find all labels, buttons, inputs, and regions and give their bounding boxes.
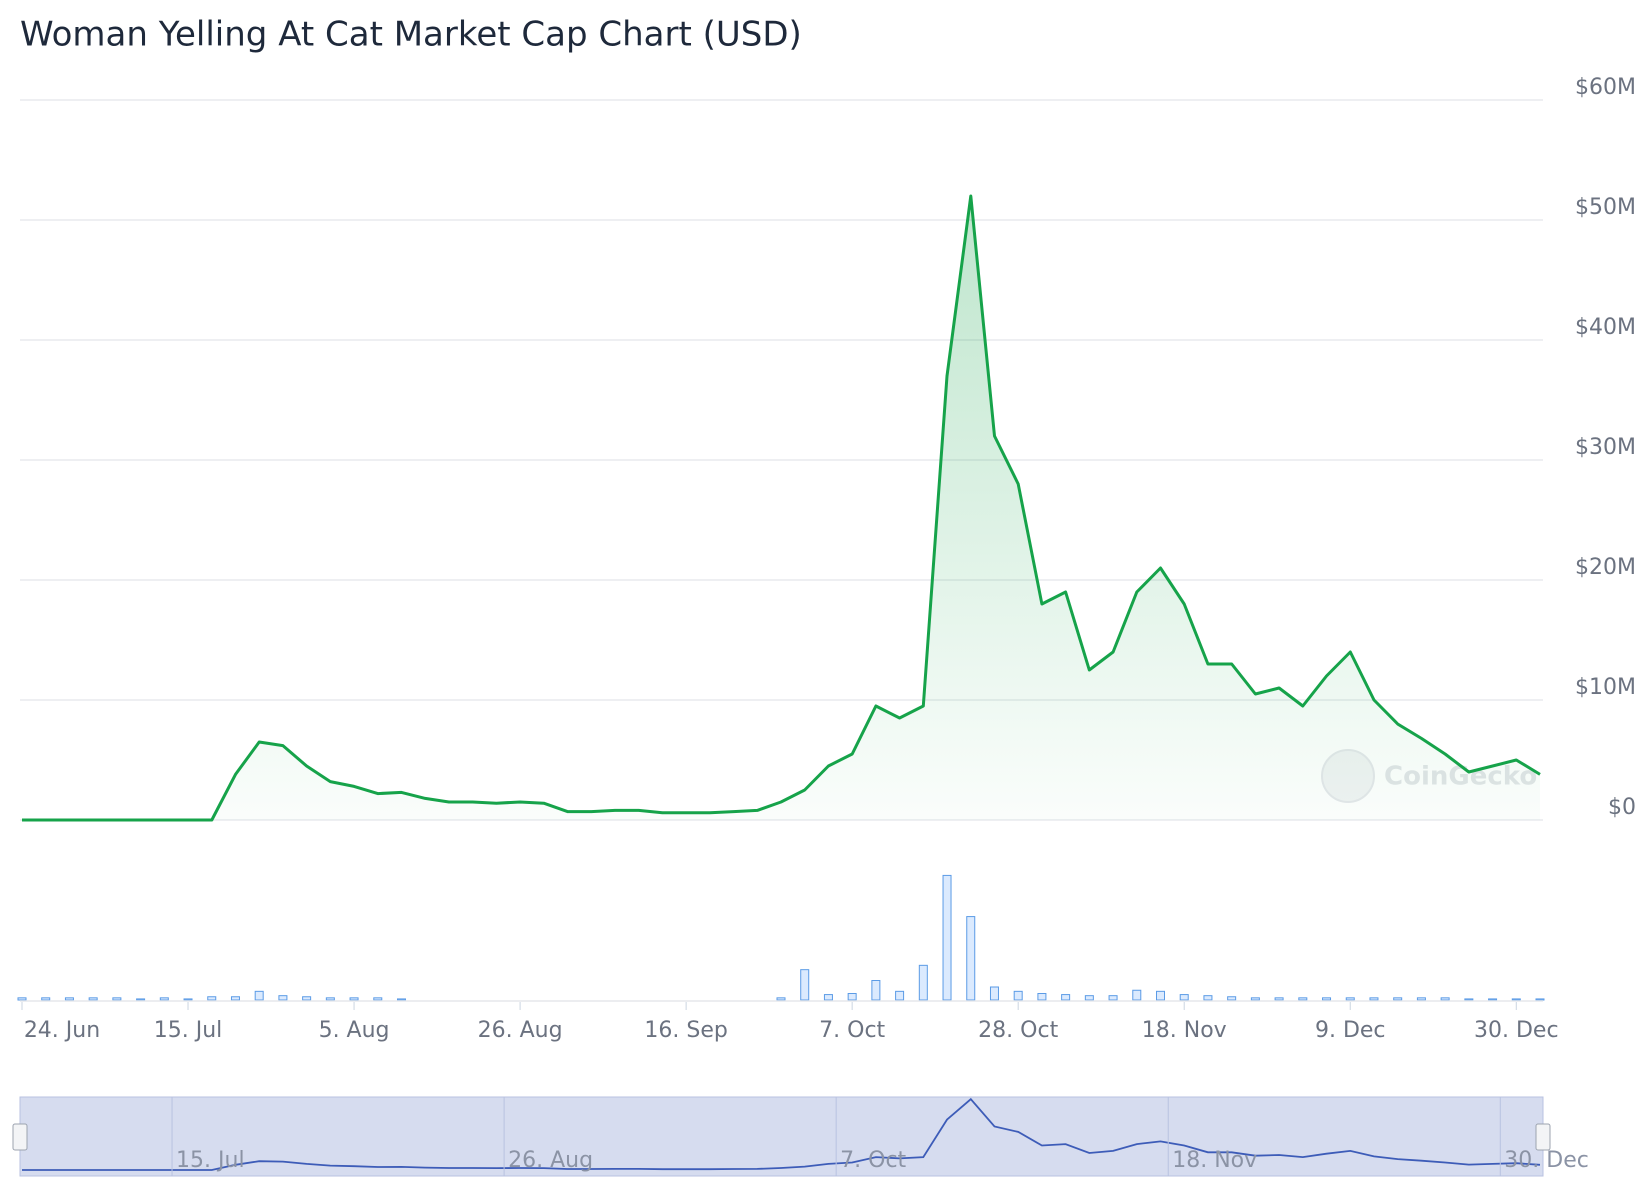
y-tick-label: $10M [1575, 675, 1636, 700]
x-tick-label: 18. Nov [1142, 1018, 1227, 1043]
y-tick-label: $40M [1575, 315, 1636, 340]
volume-bar [325, 997, 335, 1001]
volume-bar [1393, 997, 1403, 1001]
volume-bar [1061, 994, 1071, 1001]
volume-bar [41, 997, 51, 1001]
navigator [19, 1096, 1544, 1177]
volume-bar [17, 997, 27, 1001]
volume-bar [1203, 995, 1213, 1001]
volume-bar [278, 995, 288, 1001]
volume-bar [88, 997, 98, 1001]
volume-bar [1440, 997, 1450, 1001]
navigator-handle[interactable] [12, 1123, 28, 1151]
volume-bar [207, 996, 217, 1001]
volume-bar [1274, 997, 1284, 1001]
volume-bar [1227, 996, 1237, 1001]
y-tick-label: $30M [1575, 435, 1636, 460]
navigator-label: 7. Oct [840, 1148, 906, 1173]
volume-bar [895, 990, 905, 1001]
x-tick-label: 26. Aug [478, 1018, 563, 1043]
y-tick-label: $60M [1575, 75, 1636, 100]
volume-bar [254, 990, 264, 1001]
volume-bar [1511, 998, 1521, 1001]
volume-bar [1179, 994, 1189, 1001]
volume-bar [942, 874, 952, 1001]
y-tick-label: $20M [1575, 555, 1636, 580]
navigator-label: 30. Dec [1504, 1148, 1589, 1173]
x-tick-label: 24. Jun [24, 1018, 100, 1043]
volume-bar [966, 916, 976, 1001]
y-tick-label: $50M [1575, 195, 1636, 220]
x-tick-label: 15. Jul [154, 1018, 223, 1043]
volume-bar [1464, 998, 1474, 1001]
volume-bar [1037, 993, 1047, 1001]
navigator-handle[interactable] [1535, 1123, 1551, 1151]
volume-bar [1250, 997, 1260, 1001]
area [22, 196, 1540, 820]
volume-bar [800, 969, 810, 1001]
volume-bar [1488, 998, 1498, 1001]
volume-bar [871, 980, 881, 1001]
volume-bar [373, 997, 383, 1001]
x-tick-label: 30. Dec [1474, 1018, 1559, 1043]
navigator-label: 18. Nov [1172, 1148, 1257, 1173]
x-tick-label: 9. Dec [1315, 1018, 1386, 1043]
volume-bar [112, 997, 122, 1001]
volume-bar [1084, 995, 1094, 1001]
volume-bar [776, 997, 786, 1001]
volume-bar [1298, 997, 1308, 1001]
volume-bar [1416, 997, 1426, 1001]
volume-bar [183, 998, 193, 1001]
x-tick-label: 28. Oct [978, 1018, 1058, 1043]
navigator-label: 15. Jul [176, 1148, 245, 1173]
x-tick-label: 16. Sep [644, 1018, 727, 1043]
navigator-label: 26. Aug [508, 1148, 593, 1173]
navigator-line [22, 1097, 1541, 1171]
volume-bar [1156, 990, 1165, 1001]
volume-bar [349, 997, 359, 1001]
volume-bar [1345, 997, 1355, 1001]
chart-title: Woman Yelling At Cat Market Cap Chart (U… [20, 15, 802, 55]
volume-bar [1013, 990, 1023, 1001]
volume-bar [1108, 995, 1118, 1001]
x-tick-label: 7. Oct [819, 1018, 885, 1043]
volume-bar [397, 998, 406, 1001]
line [22, 194, 1541, 822]
y-tick-label: $0 [1608, 795, 1636, 820]
volume-bar [1132, 989, 1142, 1001]
volume-bar [918, 964, 928, 1001]
volume-bar [302, 996, 312, 1001]
volume-bar [847, 993, 857, 1001]
volume-bar [1535, 998, 1545, 1001]
volume-bar [1322, 997, 1332, 1001]
volume-bar [230, 996, 240, 1001]
volume-bar [823, 994, 833, 1001]
volume-bar [159, 997, 169, 1001]
x-tick-label: 5. Aug [319, 1018, 390, 1043]
volume-bar [64, 997, 74, 1001]
volume-bar [136, 998, 146, 1001]
volume-bar [989, 986, 999, 1001]
volume-bar [1369, 997, 1379, 1001]
